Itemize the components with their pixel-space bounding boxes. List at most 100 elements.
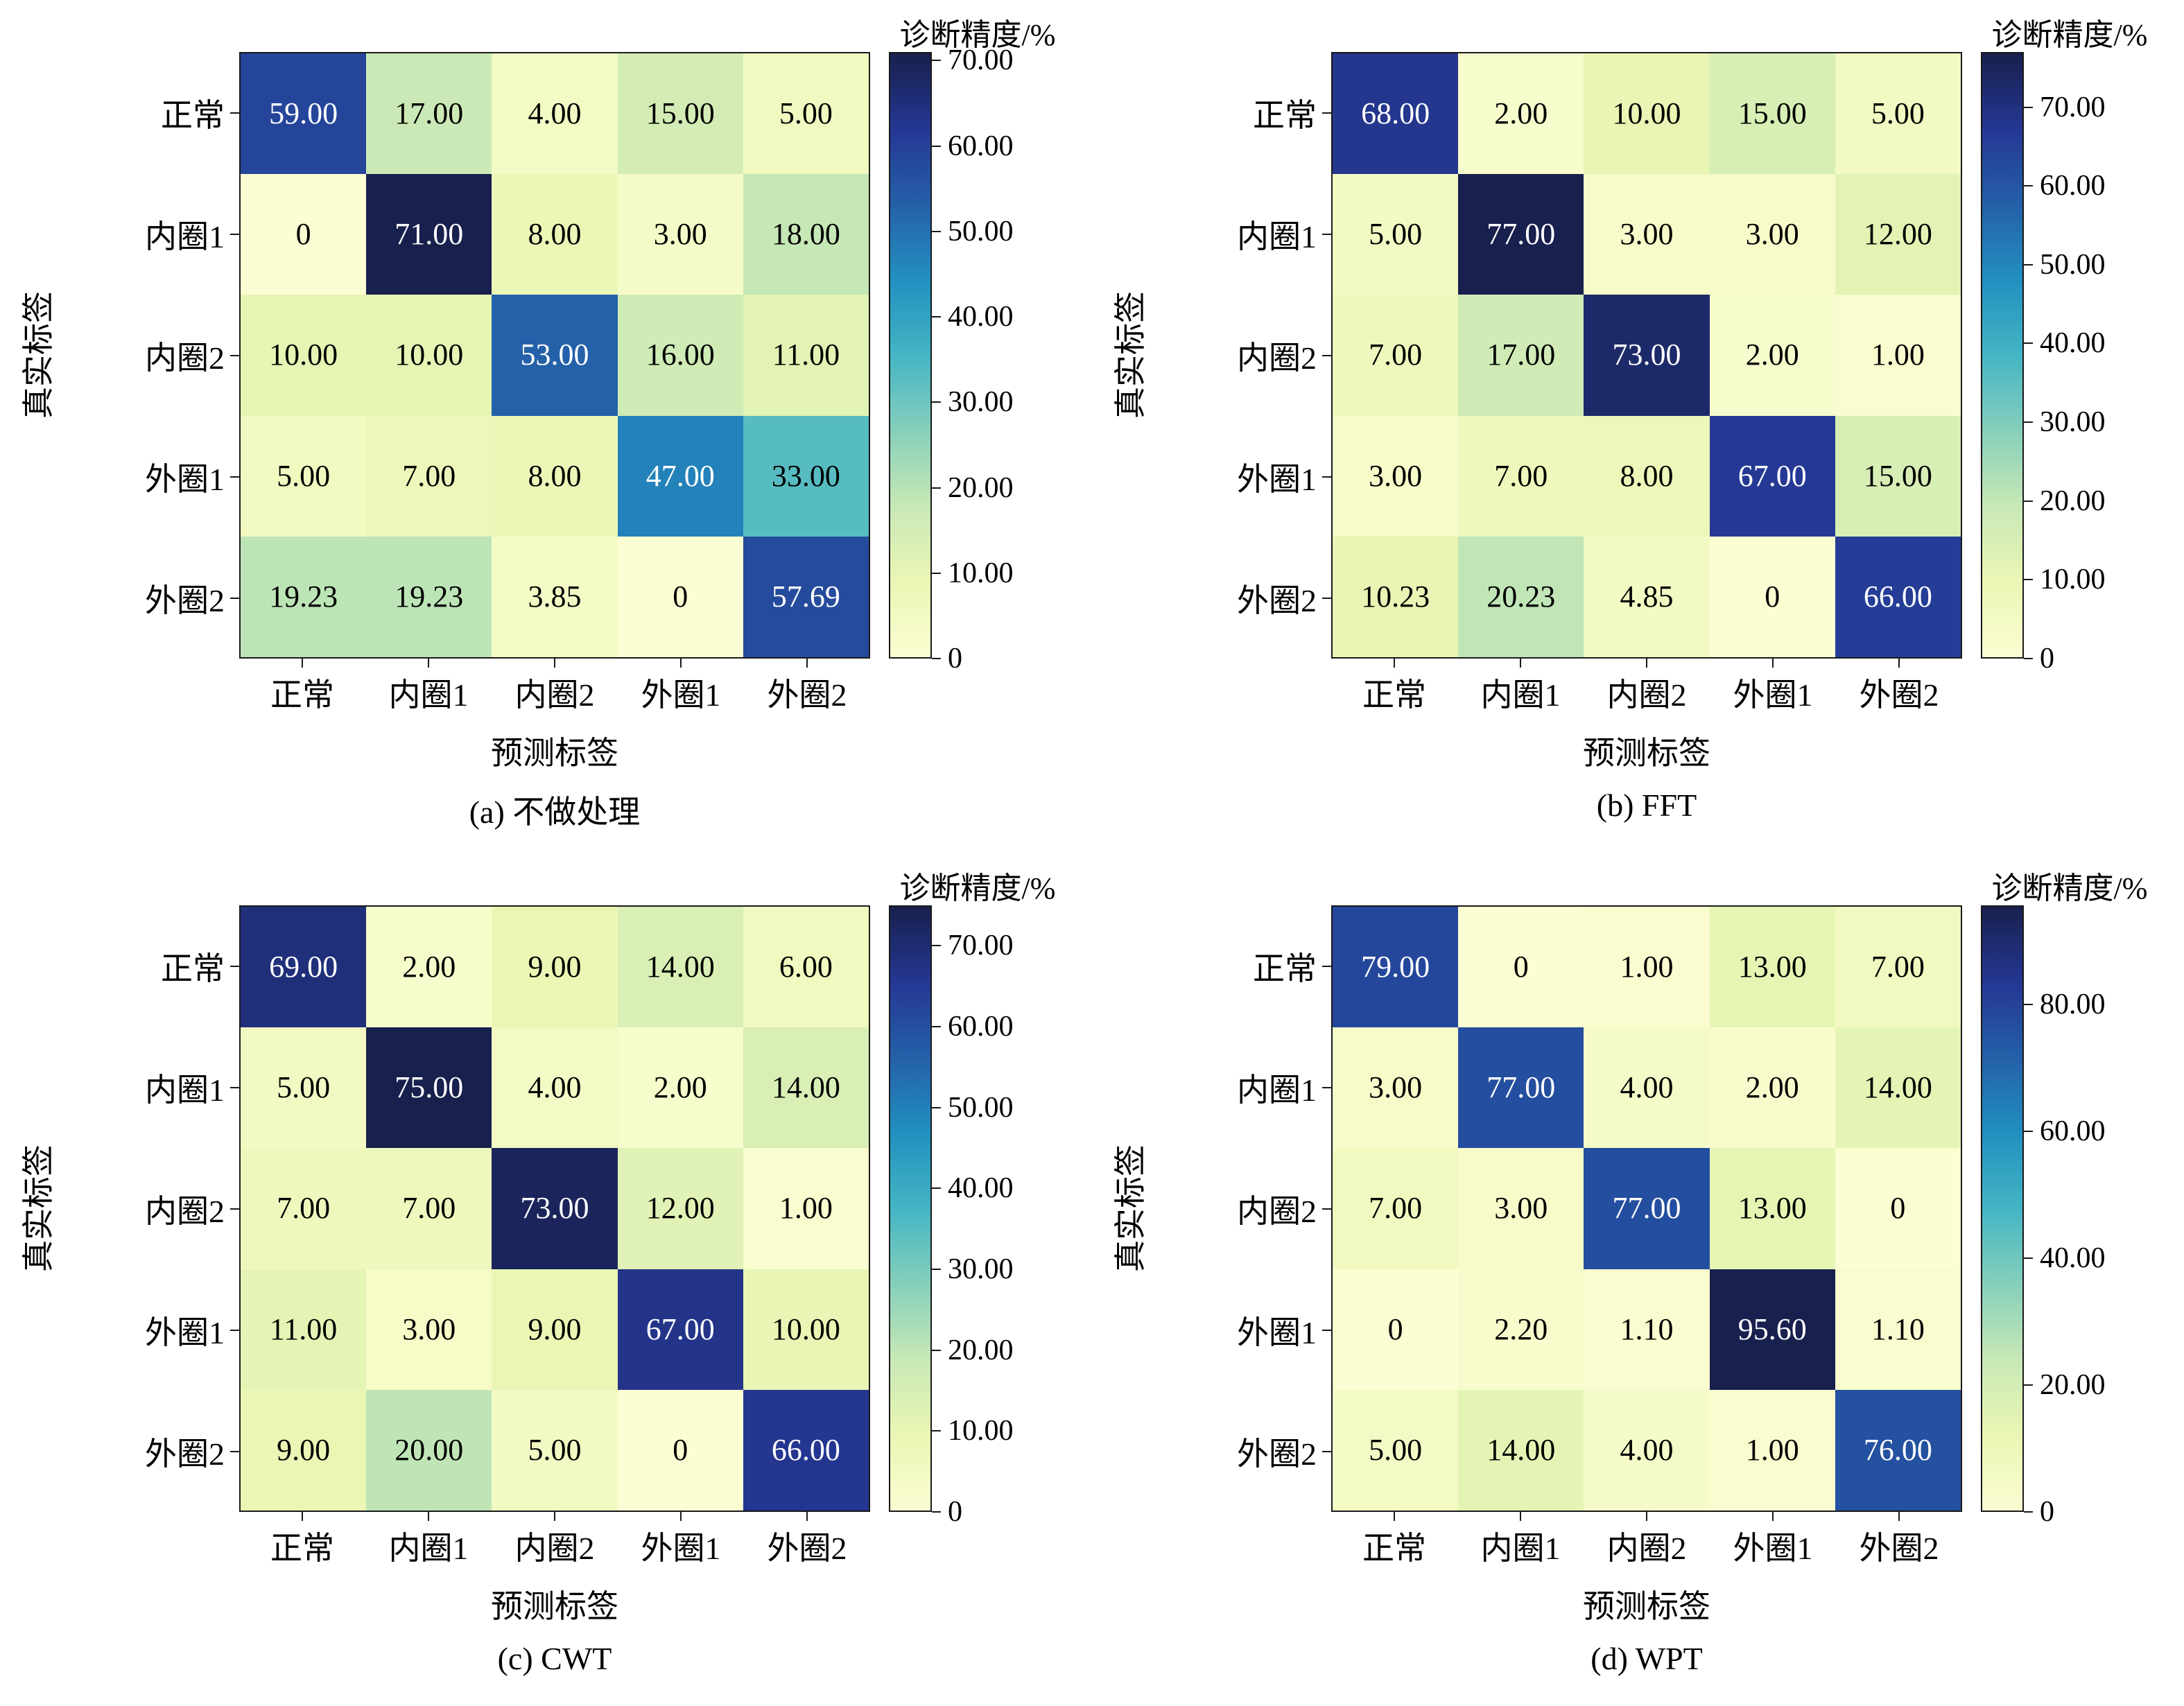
heatmap-cell: 3.00: [1333, 1027, 1459, 1149]
colorbar-tick-label: 40.00: [2040, 1242, 2106, 1274]
tick-mark: [932, 658, 941, 659]
heatmap-cell: 11.00: [241, 1269, 367, 1390]
heatmap-cell: 14.00: [743, 1027, 869, 1149]
heatmap-cell: 76.00: [1835, 1389, 1961, 1511]
x-axis-label: 预测标签: [1583, 736, 1710, 771]
y-tick-label: 内圈2: [145, 1193, 225, 1229]
tick-mark: [1322, 1329, 1331, 1331]
heatmap-cell: 5.00: [743, 53, 869, 175]
colorbar-title: 诊断精度/%: [1991, 871, 2148, 905]
tick-mark: [1772, 659, 1774, 668]
x-tick-label: 内圈2: [1606, 1531, 1687, 1566]
y-axis-label: 真实标签: [1113, 291, 1148, 419]
heatmap-cell: 66.00: [743, 1389, 869, 1511]
tick-mark: [932, 401, 941, 403]
tick-mark: [806, 1512, 808, 1521]
colorbar-tick-label: 50.00: [2040, 248, 2106, 281]
heatmap-cell: 2.00: [1458, 53, 1584, 175]
tick-mark: [1520, 1512, 1521, 1521]
heatmap-cell: 1.00: [743, 1148, 869, 1269]
heatmap-cell: 4.85: [1584, 536, 1710, 657]
x-tick-label: 内圈2: [1606, 677, 1687, 713]
heatmap-cell: 4.00: [492, 53, 618, 175]
heatmap-cell: 77.00: [1584, 1148, 1710, 1269]
tick-mark: [230, 1450, 239, 1452]
tick-mark: [2024, 342, 2033, 345]
colorbar: [1981, 905, 2024, 1512]
heatmap-cell: 11.00: [743, 295, 869, 416]
tick-mark: [2024, 1384, 2033, 1386]
y-tick-label: 内圈1: [1237, 1072, 1317, 1108]
heatmap-cell: 7.00: [366, 415, 492, 537]
heatmap-cell: 8.00: [1584, 415, 1710, 537]
y-tick-label: 正常: [161, 950, 225, 986]
panel-caption: (a) 不做处理: [469, 794, 641, 830]
tick-mark: [1322, 1450, 1331, 1452]
tick-mark: [680, 1512, 682, 1521]
heatmap-cell: 4.00: [492, 1027, 618, 1149]
colorbar-tick-label: 20.00: [2040, 1368, 2106, 1401]
tick-mark: [806, 659, 808, 668]
colorbar-tick-label: 60.00: [2040, 170, 2106, 202]
x-tick-label: 内圈1: [388, 677, 469, 713]
heatmap-cell: 17.00: [366, 53, 492, 175]
panel-caption: (b) FFT: [1596, 787, 1697, 823]
heatmap-cell: 20.23: [1458, 536, 1584, 657]
tick-mark: [2024, 1511, 2033, 1513]
heatmap-cell: 1.00: [1709, 1389, 1835, 1511]
heatmap-cell: 0: [617, 536, 743, 657]
heatmap-cell: 18.00: [743, 174, 869, 295]
heatmap-cell: 5.00: [1333, 174, 1459, 295]
x-axis-label: 预测标签: [491, 736, 618, 771]
heatmap-cell: 2.00: [1709, 1027, 1835, 1149]
tick-mark: [230, 1329, 239, 1331]
x-axis-label: 预测标签: [1583, 1589, 1710, 1624]
heatmap-cell: 4.00: [1584, 1389, 1710, 1511]
tick-mark: [2024, 579, 2033, 581]
x-axis-label: 预测标签: [491, 1589, 618, 1624]
tick-mark: [932, 1511, 941, 1513]
tick-mark: [932, 316, 941, 318]
heatmap-cell: 14.00: [1835, 1027, 1961, 1149]
tick-mark: [1322, 1086, 1331, 1088]
colorbar-title: 诊断精度/%: [899, 871, 1056, 905]
tick-mark: [1394, 1512, 1395, 1521]
heatmap-cell: 67.00: [1709, 415, 1835, 537]
tick-mark: [554, 659, 555, 668]
heatmap-cell: 8.00: [492, 415, 618, 537]
colorbar-title: 诊断精度/%: [899, 18, 1056, 52]
heatmap-cell: 53.00: [492, 295, 618, 416]
heatmap-cell: 3.00: [1709, 174, 1835, 295]
panel-c: 诊断精度/% 真实标签 正常 内圈1 内圈2 外圈1 外圈2 69.00 2.00 9.00…: [0, 853, 1092, 1706]
heatmap-cell: 10.23: [1333, 536, 1459, 657]
colorbar-tick-label: 50.00: [948, 1091, 1014, 1124]
tick-mark: [2024, 106, 2033, 108]
heatmap-cell: 77.00: [1458, 174, 1584, 295]
colorbar-tick-label: 20.00: [948, 1334, 1014, 1366]
x-tick-label: 内圈1: [1480, 677, 1561, 713]
colorbar-tick-label: 80.00: [2040, 988, 2106, 1020]
colorbar-tick-labels: 80.00 60.00 40.00 20.00 0: [2040, 905, 2158, 1528]
heatmap-cell: 20.00: [366, 1389, 492, 1511]
x-tick-label: 外圈2: [767, 1531, 847, 1566]
colorbar-tick-label: 50.00: [948, 215, 1014, 247]
tick-mark: [1646, 1512, 1647, 1521]
heatmap-cell: 7.00: [1333, 1148, 1459, 1269]
heatmap-cell: 79.00: [1333, 907, 1459, 1028]
x-tick-label: 外圈1: [1733, 1531, 1813, 1566]
heatmap-cell: 4.00: [1584, 1027, 1710, 1149]
tick-mark: [932, 1430, 941, 1432]
heatmap-cell: 9.00: [492, 907, 618, 1028]
heatmap-cell: 73.00: [1584, 295, 1710, 416]
heatmap-cell: 0: [241, 174, 367, 295]
colorbar: [889, 52, 932, 659]
colorbar-tick-label: 10.00: [948, 1415, 1014, 1447]
colorbar: [1981, 52, 2024, 659]
colorbar-tick-labels: 70.00 60.00 50.00 40.00 30.00 20.00 10.00 0: [2040, 52, 2158, 674]
y-tick-label: 正常: [1253, 950, 1317, 986]
x-tick-label: 外圈2: [1859, 677, 1939, 713]
y-axis-label: 真实标签: [21, 291, 56, 419]
heatmap-cell: 7.00: [1333, 295, 1459, 416]
colorbar-tick-label: 20.00: [2040, 485, 2106, 517]
heatmap-cell: 75.00: [366, 1027, 492, 1149]
